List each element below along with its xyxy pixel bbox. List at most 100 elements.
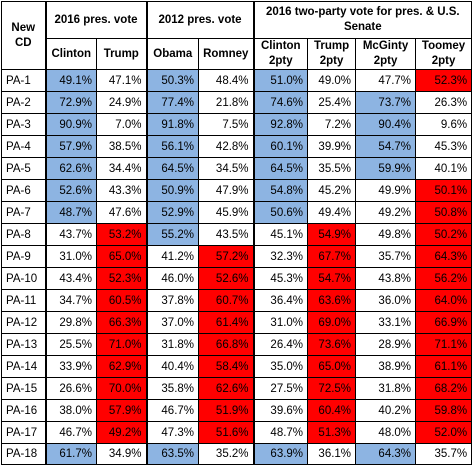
value-cell: 77.4% bbox=[145, 91, 200, 114]
cd-cell: PA-8 bbox=[1, 223, 46, 246]
value-cell: 69.0% bbox=[307, 311, 357, 334]
table-row: PA-1 49.1% 47.1% 50.3% 48.4% 51.0% 49.0% 47.7% 5… bbox=[1, 69, 472, 92]
table-row: PA-6 52.6% 43.3% 50.9% 47.9% 54.8% 45.2% 49.9% 5… bbox=[1, 179, 472, 202]
table-row: PA-8 43.7% 53.2% 55.2% 43.5% 45.1% 54.9% 49.8% 5… bbox=[1, 223, 472, 246]
value-cell: 59.8% bbox=[415, 399, 472, 422]
table-row: PA-9 31.0% 65.0% 41.2% 57.2% 32.3% 67.7% 35.7% 6… bbox=[1, 245, 472, 268]
value-cell: 31.0% bbox=[44, 245, 97, 268]
cd-cell: PA-13 bbox=[1, 333, 46, 356]
value-cell: 49.2% bbox=[95, 421, 148, 444]
header-col: McGinty 2pty bbox=[355, 38, 417, 70]
cd-cell: PA-5 bbox=[1, 157, 46, 180]
value-cell: 33.1% bbox=[355, 311, 417, 334]
cd-cell: PA-9 bbox=[1, 245, 46, 268]
value-cell: 65.0% bbox=[307, 355, 357, 378]
header-group-2012: 2012 pres. vote bbox=[145, 1, 255, 39]
value-cell: 34.4% bbox=[95, 157, 148, 180]
value-cell: 43.4% bbox=[44, 267, 97, 290]
value-cell: 50.9% bbox=[145, 179, 200, 202]
value-cell: 64.5% bbox=[252, 157, 309, 180]
value-cell: 60.7% bbox=[198, 289, 255, 312]
value-cell: 67.7% bbox=[307, 245, 357, 268]
header-col: Romney bbox=[198, 38, 255, 70]
value-cell: 55.2% bbox=[145, 223, 200, 246]
value-cell: 52.3% bbox=[95, 267, 148, 290]
value-cell: 74.6% bbox=[252, 91, 309, 114]
table-row: PA-14 33.9% 62.9% 40.4% 58.4% 35.0% 65.0% 38.9%… bbox=[1, 355, 472, 378]
header-col: Toomey 2pty bbox=[415, 38, 472, 70]
value-cell: 34.5% bbox=[198, 157, 255, 180]
value-cell: 43.5% bbox=[198, 223, 255, 246]
value-cell: 27.5% bbox=[252, 377, 309, 400]
table-row: PA-3 90.9% 7.0% 91.8% 7.5% 92.8% 7.2% 90.4% 9.6% bbox=[1, 113, 472, 136]
value-cell: 54.7% bbox=[355, 135, 417, 158]
table-row: PA-2 72.9% 24.9% 77.4% 21.8% 74.6% 25.4% 73.7% 2… bbox=[1, 91, 472, 114]
table-row: PA-7 48.7% 47.6% 52.9% 45.9% 50.6% 49.4% 49.2% 5… bbox=[1, 201, 472, 224]
value-cell: 26.6% bbox=[44, 377, 97, 400]
value-cell: 9.6% bbox=[415, 113, 472, 136]
value-cell: 52.6% bbox=[198, 267, 255, 290]
cd-cell: PA-12 bbox=[1, 311, 46, 334]
value-cell: 92.8% bbox=[252, 113, 309, 136]
header-col: Clinton 2pty bbox=[252, 38, 309, 70]
value-cell: 52.0% bbox=[415, 421, 472, 444]
table-row: PA-10 43.4% 52.3% 46.0% 52.6% 45.3% 54.7% 43.8%… bbox=[1, 267, 472, 290]
value-cell: 25.4% bbox=[307, 91, 357, 114]
value-cell: 36.0% bbox=[355, 289, 417, 312]
value-cell: 41.2% bbox=[145, 245, 200, 268]
header-col: Trump bbox=[95, 38, 148, 70]
value-cell: 28.9% bbox=[355, 333, 417, 356]
value-cell: 72.9% bbox=[44, 91, 97, 114]
value-cell: 90.4% bbox=[355, 113, 417, 136]
value-cell: 36.1% bbox=[307, 443, 357, 465]
value-cell: 66.3% bbox=[95, 311, 148, 334]
cd-cell: PA-2 bbox=[1, 91, 46, 114]
header-col: Trump 2pty bbox=[307, 38, 357, 70]
value-cell: 38.5% bbox=[95, 135, 148, 158]
table-row: PA-4 57.9% 38.5% 56.1% 42.8% 60.1% 39.9% 54.7% 4… bbox=[1, 135, 472, 158]
table-row: PA-12 29.8% 66.3% 37.0% 61.4% 31.0% 69.0% 33.1%… bbox=[1, 311, 472, 334]
value-cell: 49.2% bbox=[355, 201, 417, 224]
value-cell: 57.9% bbox=[95, 399, 148, 422]
value-cell: 48.0% bbox=[355, 421, 417, 444]
value-cell: 45.1% bbox=[252, 223, 309, 246]
table-row: PA-17 46.7% 49.2% 47.3% 51.6% 48.7% 51.3% 48.0%… bbox=[1, 421, 472, 444]
value-cell: 50.1% bbox=[415, 179, 472, 202]
value-cell: 70.0% bbox=[95, 377, 148, 400]
value-cell: 47.9% bbox=[198, 179, 255, 202]
value-cell: 34.7% bbox=[44, 289, 97, 312]
header-group-twoparty: 2016 two-party vote for pres. & U.S. Sen… bbox=[252, 1, 472, 39]
value-cell: 40.2% bbox=[355, 399, 417, 422]
header-cd: New CD bbox=[1, 1, 46, 70]
cd-cell: PA-18 bbox=[1, 443, 46, 465]
value-cell: 66.9% bbox=[415, 311, 472, 334]
table-row: PA-5 62.6% 34.4% 64.5% 34.5% 64.5% 35.5% 59.9% 4… bbox=[1, 157, 472, 180]
table-row: PA-18 61.7% 34.9% 63.5% 35.2% 63.9% 36.1% 64.3%… bbox=[1, 443, 472, 465]
value-cell: 35.2% bbox=[198, 443, 255, 465]
cd-cell: PA-11 bbox=[1, 289, 46, 312]
value-cell: 48.7% bbox=[44, 201, 97, 224]
value-cell: 47.3% bbox=[145, 421, 200, 444]
value-cell: 51.6% bbox=[198, 421, 255, 444]
value-cell: 43.3% bbox=[95, 179, 148, 202]
header-column-row: Clinton Trump Obama Romney Clinton 2pty … bbox=[2, 38, 472, 70]
table-row: PA-11 34.7% 60.5% 37.8% 60.7% 36.4% 63.6% 36.0%… bbox=[1, 289, 472, 312]
value-cell: 51.9% bbox=[198, 399, 255, 422]
value-cell: 39.9% bbox=[307, 135, 357, 158]
value-cell: 40.1% bbox=[415, 157, 472, 180]
value-cell: 50.6% bbox=[252, 201, 309, 224]
value-cell: 45.9% bbox=[198, 201, 255, 224]
value-cell: 52.3% bbox=[415, 69, 472, 92]
cd-cell: PA-15 bbox=[1, 377, 46, 400]
value-cell: 46.7% bbox=[145, 399, 200, 422]
header-col: Clinton bbox=[44, 38, 97, 70]
value-cell: 61.4% bbox=[198, 311, 255, 334]
value-cell: 59.9% bbox=[355, 157, 417, 180]
header-col: Obama bbox=[145, 38, 200, 70]
value-cell: 73.6% bbox=[307, 333, 357, 356]
value-cell: 47.7% bbox=[355, 69, 417, 92]
value-cell: 63.5% bbox=[145, 443, 200, 465]
cd-cell: PA-4 bbox=[1, 135, 46, 158]
value-cell: 66.8% bbox=[198, 333, 255, 356]
value-cell: 60.1% bbox=[252, 135, 309, 158]
